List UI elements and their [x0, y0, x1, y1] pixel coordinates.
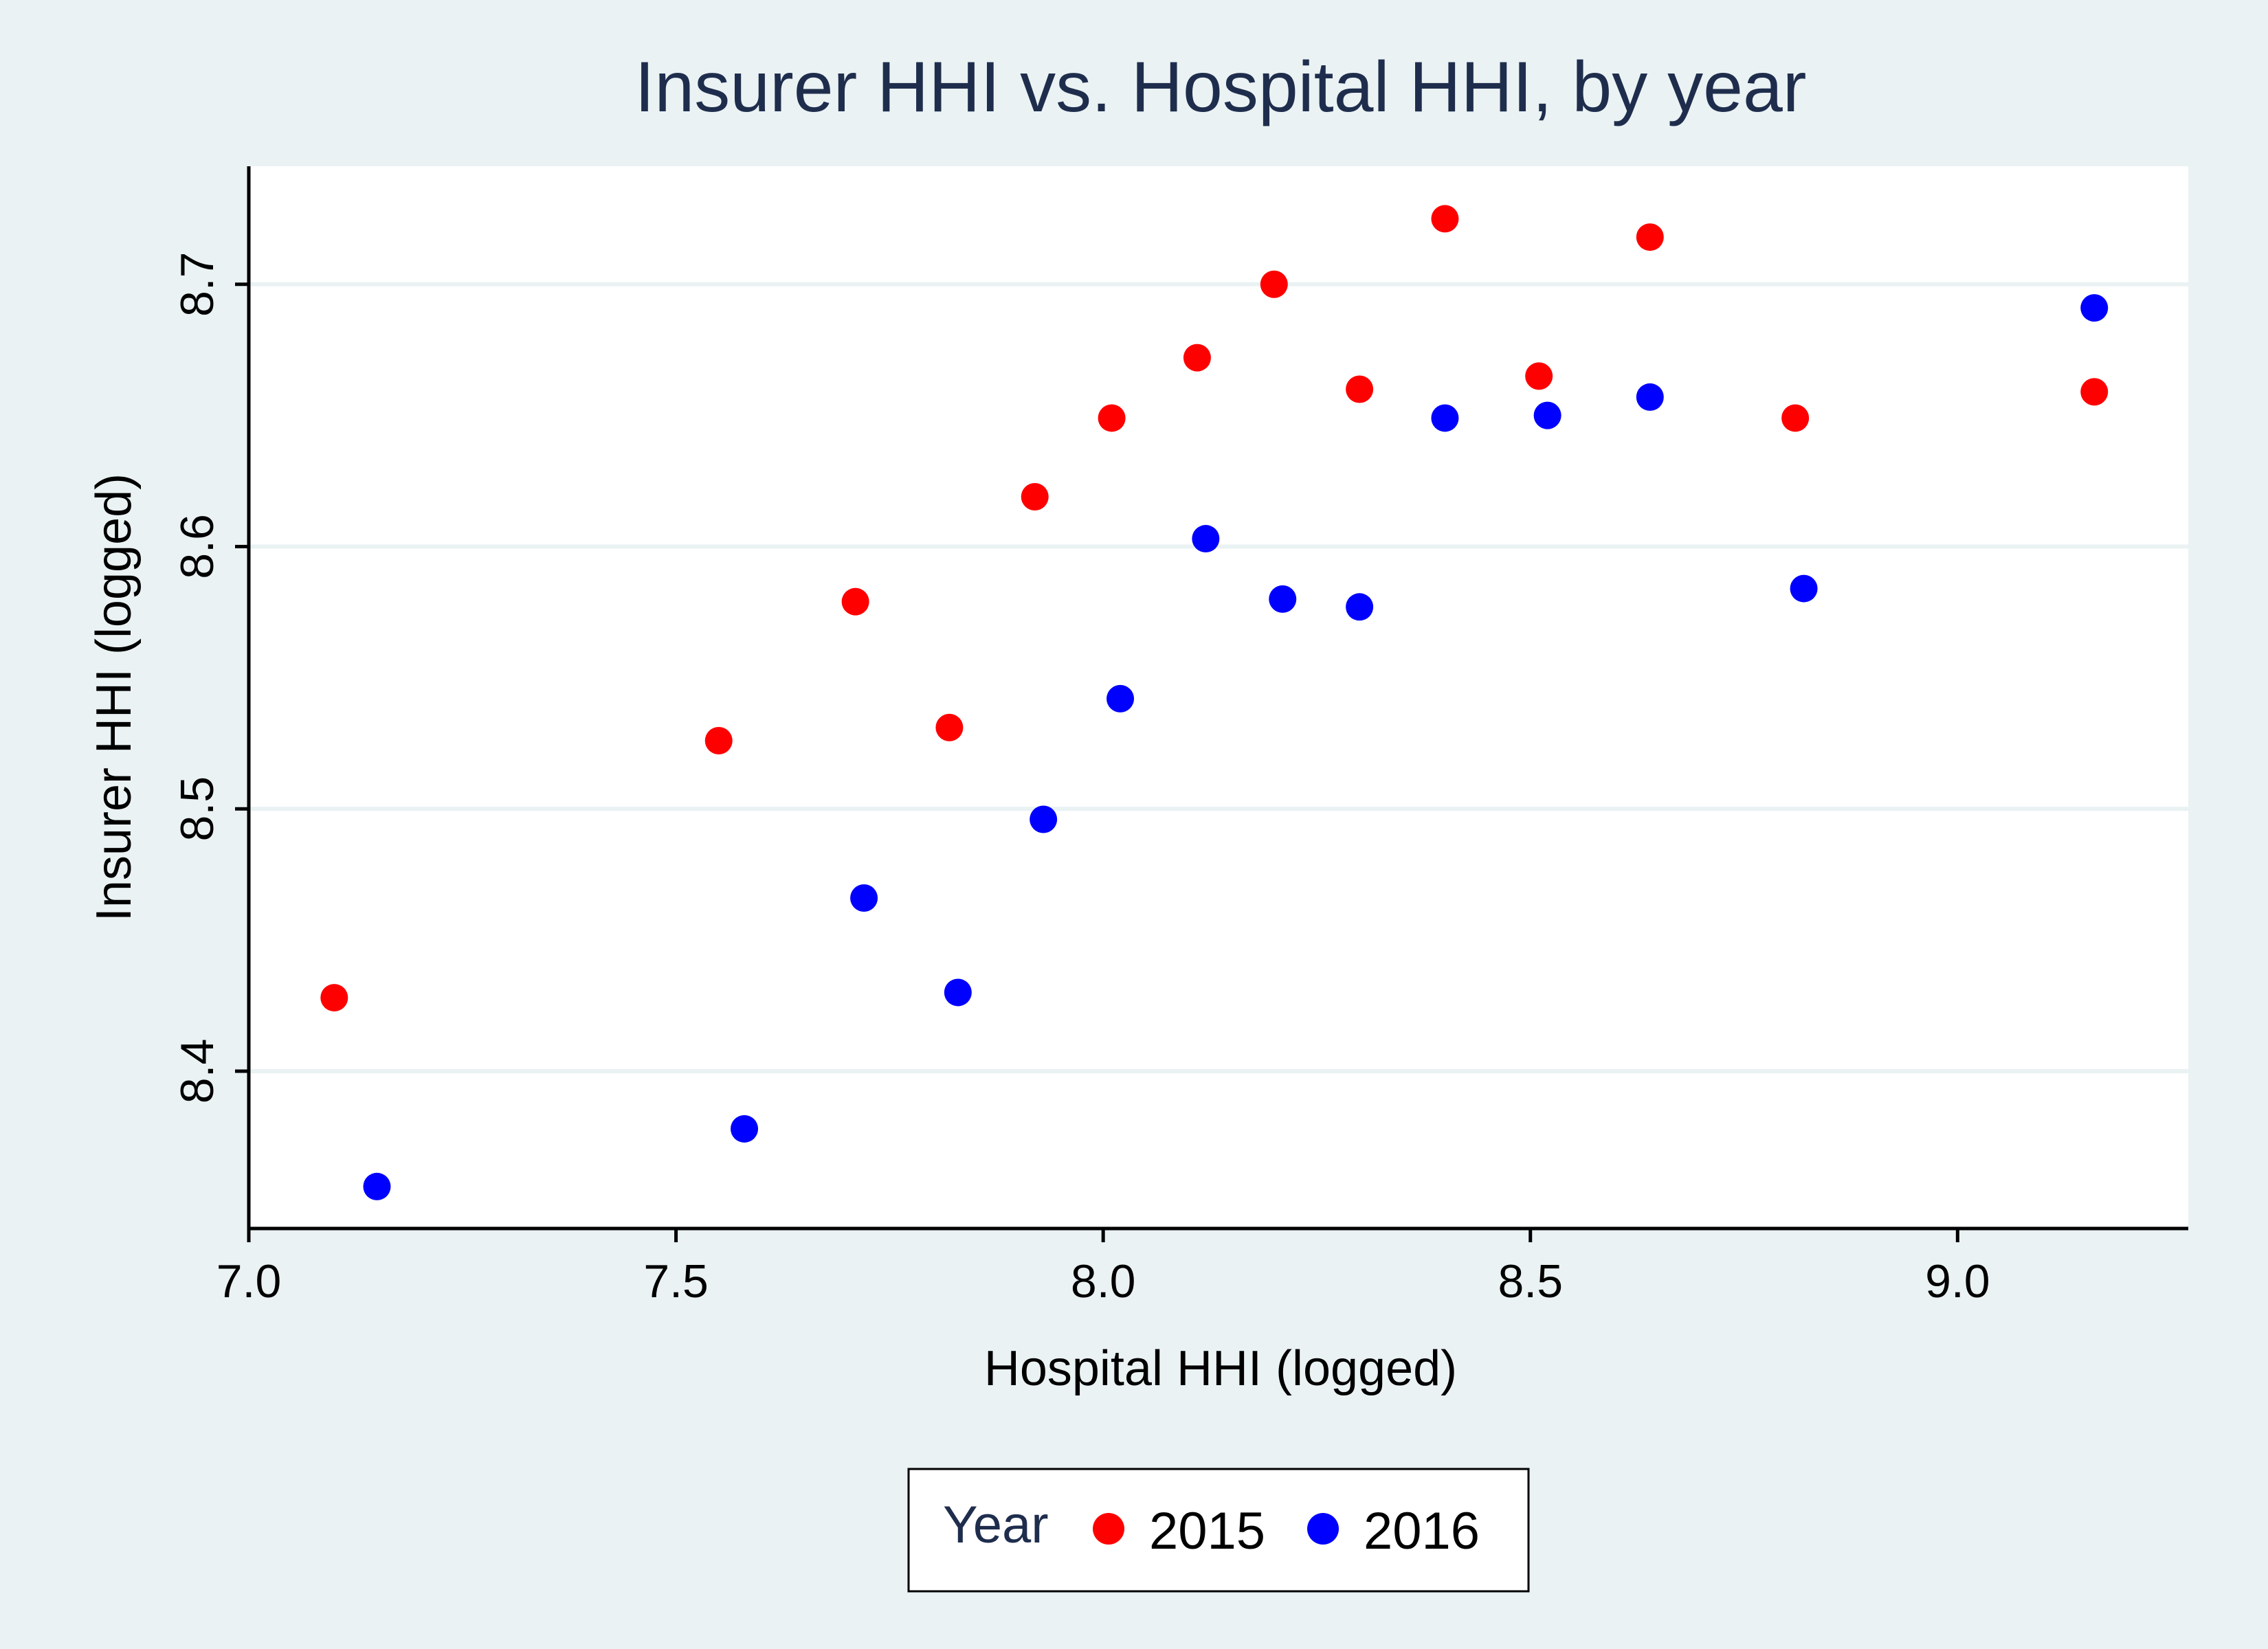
- point-2015: [1098, 404, 1126, 432]
- legend-marker-2016: [1307, 1513, 1339, 1545]
- legend-title: Year: [943, 1496, 1049, 1554]
- legend-box: [907, 1468, 1530, 1593]
- point-2015: [935, 713, 964, 741]
- point-2016: [850, 884, 878, 912]
- x-axis-label: Hospital HHI (logged): [984, 1341, 1457, 1396]
- point-2015: [1021, 482, 1049, 511]
- point-2016: [1533, 401, 1561, 429]
- point-2015: [1781, 404, 1810, 432]
- point-2016: [1431, 404, 1459, 432]
- point-2016: [1636, 383, 1664, 411]
- point-2016: [731, 1114, 759, 1143]
- point-2016: [1192, 525, 1220, 553]
- y-axis-ticks: 8.4 8.5 8.6 8.7: [171, 252, 249, 1104]
- point-2016: [944, 978, 972, 1007]
- point-2015: [1636, 223, 1664, 251]
- y-tick-label: 8.7: [171, 252, 223, 317]
- point-2016: [1107, 684, 1135, 713]
- point-2015: [1183, 344, 1211, 372]
- point-2015: [1346, 375, 1374, 403]
- point-2015: [841, 587, 869, 616]
- gridlines: [249, 282, 2188, 1073]
- point-2016: [1346, 593, 1374, 621]
- x-axis-ticks: 7.0 7.5 8.0 8.5 9.0: [216, 1229, 1990, 1308]
- legend-label-2016: 2016: [1364, 1502, 1480, 1560]
- point-2016: [1030, 805, 1058, 833]
- x-tick-label: 7.5: [643, 1255, 709, 1308]
- point-2016: [1790, 574, 1818, 603]
- point-2015: [1431, 205, 1459, 233]
- point-2015: [704, 726, 733, 754]
- y-tick-label: 8.5: [171, 776, 223, 842]
- point-2016: [1269, 585, 1297, 613]
- point-2015: [1260, 270, 1288, 298]
- legend: Year 2015 2016: [907, 1468, 1530, 1593]
- point-2015: [320, 984, 348, 1012]
- point-2015: [1525, 362, 1553, 390]
- x-tick-label: 9.0: [1925, 1255, 1990, 1308]
- legend-label-2015: 2015: [1149, 1502, 1265, 1560]
- point-2015: [2080, 378, 2109, 406]
- plot-area: [249, 166, 2188, 1229]
- legend-marker-2015: [1093, 1513, 1124, 1545]
- point-2016: [2080, 294, 2109, 322]
- y-axis-label: Insurer HHI (logged): [87, 473, 142, 921]
- chart-title: Insurer HHI vs. Hospital HHI, by year: [635, 47, 1807, 127]
- x-tick-label: 7.0: [216, 1255, 282, 1308]
- point-2016: [363, 1172, 391, 1200]
- y-tick-label: 8.4: [171, 1039, 223, 1104]
- data-points: [320, 205, 2109, 1200]
- x-tick-label: 8.5: [1498, 1255, 1563, 1308]
- y-tick-label: 8.6: [171, 514, 223, 579]
- x-tick-label: 8.0: [1071, 1255, 1136, 1308]
